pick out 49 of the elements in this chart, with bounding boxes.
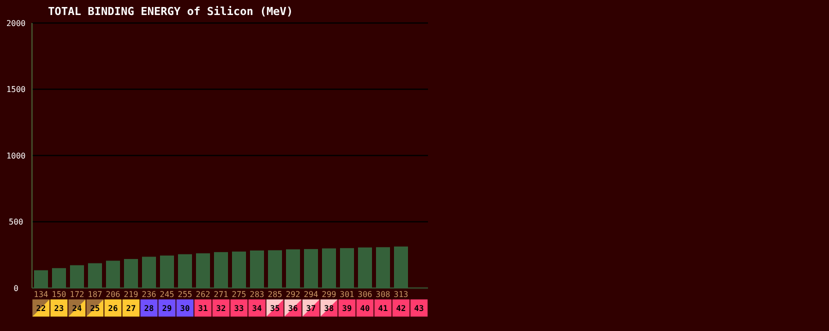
x-tick-label: 34 (252, 304, 262, 313)
x-tick-label: 38 (324, 304, 334, 313)
x-tick-label: 39 (342, 304, 352, 313)
x-tick-label: 43 (414, 304, 424, 313)
x-tick-label: 24 (72, 304, 82, 313)
x-tick-label: 36 (288, 304, 298, 313)
x-tick-label: 25 (90, 304, 100, 313)
data-label: 308 (376, 290, 390, 299)
data-label: 206 (106, 290, 120, 299)
data-label: 134 (34, 290, 48, 299)
data-label: 301 (340, 290, 354, 299)
data-label: 275 (232, 290, 246, 299)
chart-title: TOTAL BINDING ENERGY of Silicon (MeV) (48, 5, 294, 18)
y-tick-label: 500 (8, 218, 24, 227)
data-label: 313 (394, 290, 408, 299)
data-label: 150 (52, 290, 66, 299)
data-label: 283 (250, 290, 264, 299)
data-label: 271 (214, 290, 228, 299)
data-label: 236 (142, 290, 156, 299)
data-label: 245 (160, 290, 174, 299)
data-label: 255 (178, 290, 192, 299)
data-label: 172 (70, 290, 84, 299)
data-label: 292 (286, 290, 300, 299)
data-label: 285 (268, 290, 282, 299)
x-tick-label: 41 (378, 304, 388, 313)
x-tick-label: 22 (36, 304, 46, 313)
y-tick-label: 2000 (6, 18, 26, 28)
x-tick-label: 28 (144, 304, 154, 313)
x-tick-label: 23 (54, 304, 64, 313)
data-label: 187 (88, 290, 102, 299)
x-tick-label: 31 (198, 304, 208, 313)
x-tick-label: 26 (108, 304, 118, 313)
y-tick-label: 1000 (6, 151, 26, 160)
x-tick-label: 35 (270, 304, 280, 313)
data-label: 306 (358, 290, 372, 299)
data-label: 299 (322, 290, 336, 299)
data-label: 294 (304, 290, 318, 299)
x-tick-label: 42 (396, 304, 406, 313)
x-tick-label: 33 (234, 304, 244, 313)
y-tick-label: 0 (14, 284, 19, 293)
data-label: 262 (196, 290, 210, 299)
y-tick-label: 1500 (6, 85, 26, 94)
x-tick-label: 40 (360, 304, 370, 313)
x-tick-label: 30 (180, 304, 190, 313)
x-tick-label: 37 (306, 304, 316, 313)
data-label: 219 (124, 290, 138, 299)
x-tick-label: 32 (216, 304, 226, 313)
x-tick-label: 27 (126, 304, 136, 313)
x-tick-label: 29 (162, 304, 172, 313)
